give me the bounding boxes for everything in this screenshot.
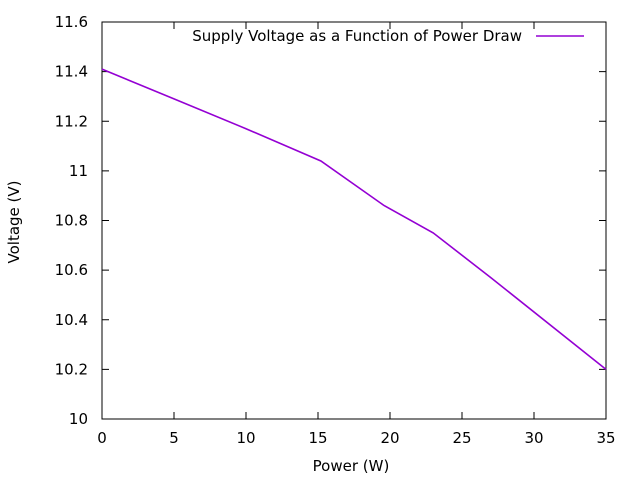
- y-axis-title: Voltage (V): [5, 181, 23, 264]
- x-tick-label: 20: [380, 429, 399, 447]
- y-axis: 10 10.2 10.4 10.6 10.8 11 11.2 11.4 11.6: [55, 13, 606, 428]
- y-tick-label: 10: [69, 410, 88, 428]
- y-tick-label: 11.4: [55, 63, 88, 81]
- x-axis: 0 5 10 15 20 25 30 35: [97, 22, 616, 447]
- y-tick-label: 11: [69, 162, 88, 180]
- y-tick-label: 10.8: [55, 212, 88, 230]
- y-tick-label: 10.6: [55, 261, 88, 279]
- x-tick-label: 35: [596, 429, 615, 447]
- y-tick-label: 10.2: [55, 360, 88, 378]
- y-tick-label: 11.2: [55, 112, 88, 130]
- legend: Supply Voltage as a Function of Power Dr…: [192, 27, 584, 45]
- x-axis-title: Power (W): [313, 457, 390, 475]
- series-line: [101, 68, 607, 371]
- y-tick-label: 11.6: [55, 13, 88, 31]
- plot-frame: [101, 21, 607, 420]
- x-tick-label: 0: [97, 429, 107, 447]
- x-tick-label: 25: [452, 429, 471, 447]
- x-tick-label: 30: [524, 429, 543, 447]
- x-tick-label: 15: [308, 429, 327, 447]
- x-tick-label: 5: [169, 429, 179, 447]
- y-tick-label: 10.4: [55, 311, 88, 329]
- legend-label: Supply Voltage as a Function of Power Dr…: [192, 27, 522, 45]
- x-tick-label: 10: [236, 429, 255, 447]
